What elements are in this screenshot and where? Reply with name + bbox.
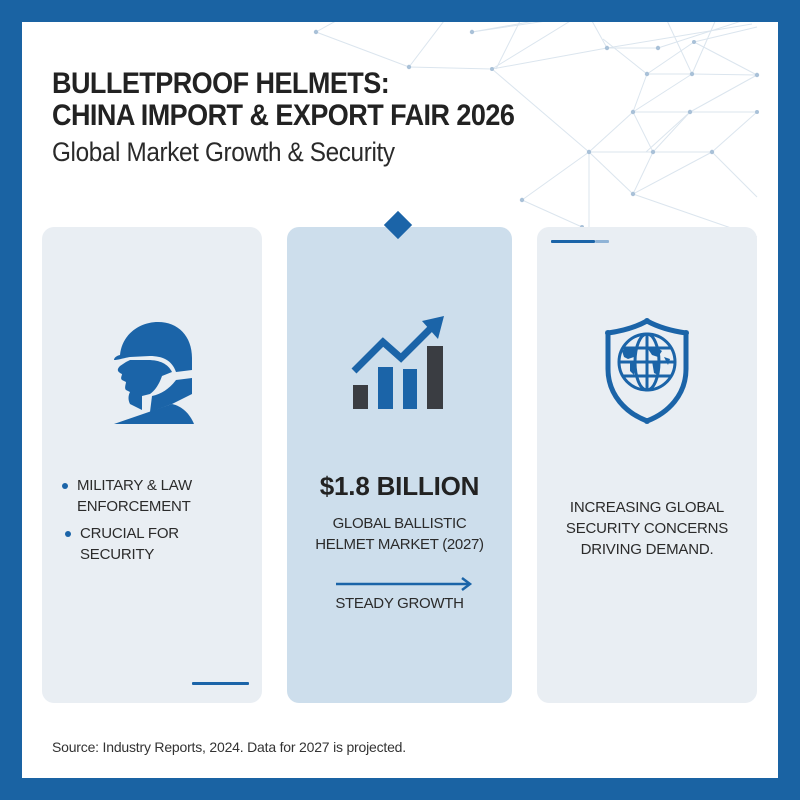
bullet-item: CRUCIAL FOR SECURITY — [62, 523, 257, 565]
arrow-right-icon — [336, 577, 473, 591]
page-title: BULLETPROOF HELMETS: CHINA IMPORT & EXPO… — [52, 67, 515, 132]
growth-trend-label: STEADY GROWTH — [335, 595, 464, 612]
card-security: INCREASING GLOBAL SECURITY CONCERNS DRIV… — [537, 227, 757, 703]
card-accent-line — [551, 240, 595, 243]
card-accent-line — [192, 682, 249, 685]
title-line-1: BULLETPROOF HELMETS: — [52, 67, 390, 100]
soldier-helmet-icon — [114, 322, 194, 424]
security-demand-text: INCREASING GLOBAL SECURITY CONCERNS DRIV… — [537, 497, 757, 560]
growth-chart-icon — [351, 316, 444, 409]
bullet-item: MILITARY & LAW ENFORCEMENT — [62, 475, 257, 517]
title-line-2: CHINA IMPORT & EXPORT FAIR 2026 — [52, 99, 515, 132]
source-footnote: Source: Industry Reports, 2024. Data for… — [52, 739, 406, 755]
shield-globe-icon — [605, 318, 689, 424]
card-market: $1.8 BILLION GLOBAL BALLISTIC HELMET MAR… — [287, 227, 512, 703]
market-size-label-text: GLOBAL BALLISTIC HELMET MARKET (2027) — [315, 515, 484, 553]
card-military-bullets: MILITARY & LAW ENFORCEMENT CRUCIAL FOR S… — [62, 475, 257, 571]
card-accent-line-light — [595, 240, 609, 243]
card-military: MILITARY & LAW ENFORCEMENT CRUCIAL FOR S… — [42, 227, 262, 703]
infographic-frame: BULLETPROOF HELMETS: CHINA IMPORT & EXPO… — [22, 22, 778, 778]
page-subtitle: Global Market Growth & Security — [52, 137, 395, 167]
market-size-value: $1.8 BILLION — [319, 471, 480, 501]
security-demand-text-content: INCREASING GLOBAL SECURITY CONCERNS DRIV… — [565, 499, 729, 558]
market-size-label: GLOBAL BALLISTIC HELMET MARKET (2027) — [287, 513, 512, 555]
